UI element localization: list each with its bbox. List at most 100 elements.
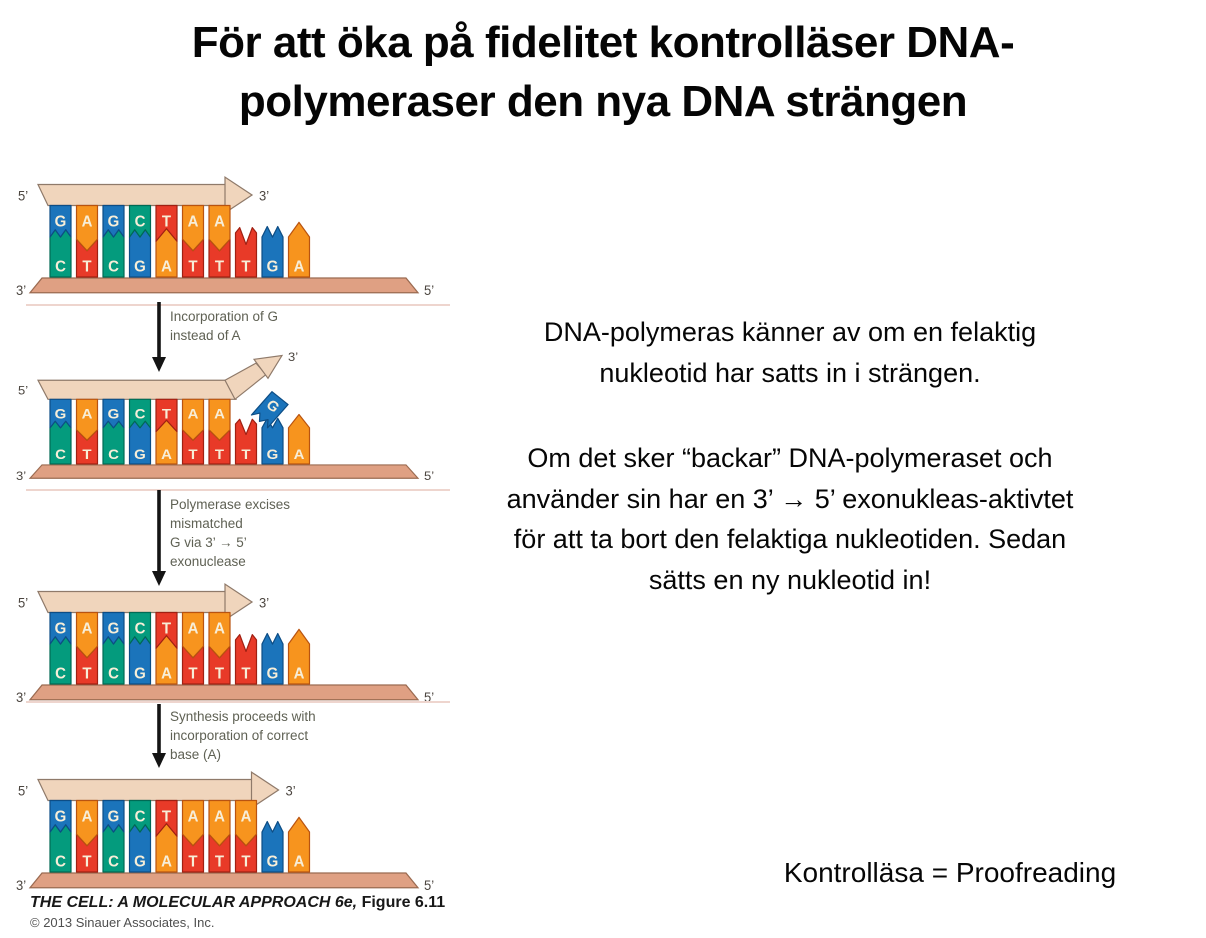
prime-label: 3’ <box>16 878 26 893</box>
base-letter: A <box>82 213 93 230</box>
base-letter: C <box>55 258 66 275</box>
body-paragraph-2: Om det sker “backar” DNA-polymeraset och… <box>506 443 1074 595</box>
base-letter: G <box>55 213 67 230</box>
base-letter: T <box>241 258 251 275</box>
base-letter: A <box>241 808 252 825</box>
down-arrow-icon <box>152 490 166 586</box>
base-letter: A <box>294 665 305 682</box>
top-backbone-arrow <box>37 778 254 802</box>
base-letter: C <box>135 808 146 825</box>
base-letter: A <box>82 620 93 637</box>
prime-label: 3’ <box>259 188 269 203</box>
template-base-G <box>261 632 284 685</box>
base-letter: T <box>162 407 171 423</box>
base-letter: T <box>188 258 198 275</box>
base-letter: T <box>241 665 251 682</box>
base-letter: T <box>82 665 92 682</box>
base-letter: C <box>55 853 66 870</box>
template-base-G <box>261 820 284 873</box>
base-letter: G <box>267 258 279 275</box>
panel-divider <box>26 304 450 306</box>
prime-label: 3’ <box>16 690 26 705</box>
new-strand-base-G <box>102 398 125 429</box>
base-letter: C <box>55 448 66 464</box>
new-strand-base-G <box>102 611 125 645</box>
base-letter: G <box>108 808 120 825</box>
base-letter: A <box>82 407 93 423</box>
base-letter: A <box>294 448 305 464</box>
new-strand-base-T <box>155 204 178 242</box>
new-strand-base-A <box>75 611 99 659</box>
new-strand-base-A <box>208 204 231 252</box>
new-strand-base-A <box>75 398 99 441</box>
new-strand-base-A <box>181 611 205 659</box>
base-letter: G <box>55 808 67 825</box>
base-letter: A <box>294 258 305 275</box>
mismatched-base: G <box>250 391 289 429</box>
template-base-T <box>234 226 258 278</box>
base-letter: T <box>162 213 172 230</box>
base-letter: A <box>214 213 225 230</box>
base-letter: G <box>108 620 120 637</box>
base-letter: A <box>82 808 93 825</box>
template-base-T <box>234 633 258 685</box>
prime-label: 5’ <box>424 878 434 893</box>
down-arrow-icon <box>152 302 166 372</box>
citation-figure-number: Figure 6.11 <box>357 894 446 911</box>
base-letter: T <box>82 448 91 464</box>
new-strand-base-A <box>234 799 258 847</box>
slide-title: För att öka på fidelitet kontrolläser DN… <box>191 18 1015 126</box>
base-letter: C <box>135 620 146 637</box>
top-backbone-arrow <box>37 183 227 207</box>
base-letter: G <box>267 853 279 870</box>
base-letter: A <box>188 620 199 637</box>
base-letter: A <box>214 620 225 637</box>
base-letter: G <box>108 213 120 230</box>
base-letter: A <box>188 808 199 825</box>
prime-label: 5’ <box>424 690 434 705</box>
figure-citation: THE CELL: A MOLECULAR APPROACH 6e, Figur… <box>30 894 445 912</box>
base-letter: G <box>134 665 146 682</box>
new-strand-base-A <box>181 204 205 252</box>
prime-label: 5’ <box>18 188 28 203</box>
new-strand-base-T <box>155 398 178 433</box>
bottom-backbone <box>28 277 420 294</box>
citation-book-title: THE CELL: A MOLECULAR APPROACH 6e, <box>30 894 358 911</box>
base-letter: A <box>161 665 172 682</box>
template-base-G <box>261 225 284 278</box>
step-label-excision: Polymerase excises mismatched G via 3’ →… <box>170 497 291 569</box>
new-strand-base-T <box>155 611 178 649</box>
base-letter: C <box>55 665 66 682</box>
new-strand-base-A <box>208 398 231 441</box>
prime-label: 5’ <box>424 283 434 298</box>
panel-divider <box>26 701 450 703</box>
arrowhead <box>252 354 284 380</box>
panel-divider <box>26 489 450 491</box>
new-strand-base-C <box>128 398 152 429</box>
prime-label: 5’ <box>18 384 28 398</box>
new-strand-base-A <box>75 204 99 252</box>
template-base-A <box>287 221 311 278</box>
prime-label: 3’ <box>16 469 26 483</box>
bottom-backbone <box>28 464 420 479</box>
base-letter: G <box>55 407 67 423</box>
base-letter: T <box>241 853 251 870</box>
new-strand-base-C <box>128 611 152 645</box>
prime-label: 5’ <box>18 783 28 798</box>
arrowhead <box>250 771 280 810</box>
base-letter: C <box>108 665 119 682</box>
arrowhead <box>224 176 254 215</box>
base-letter: T <box>82 853 92 870</box>
base-letter: A <box>188 407 199 423</box>
step-label-synthesis: Synthesis proceeds with incorporation of… <box>170 709 316 762</box>
new-strand-base-G <box>49 204 72 238</box>
prime-label: 5’ <box>18 595 28 610</box>
base-letter: A <box>294 853 305 870</box>
base-letter: T <box>162 808 172 825</box>
prime-label: 5’ <box>424 469 434 483</box>
new-strand-base-A <box>75 799 99 847</box>
base-letter: A <box>161 853 172 870</box>
body-paragraph-1: DNA-polymeras känner av om en felaktig n… <box>543 317 1037 388</box>
